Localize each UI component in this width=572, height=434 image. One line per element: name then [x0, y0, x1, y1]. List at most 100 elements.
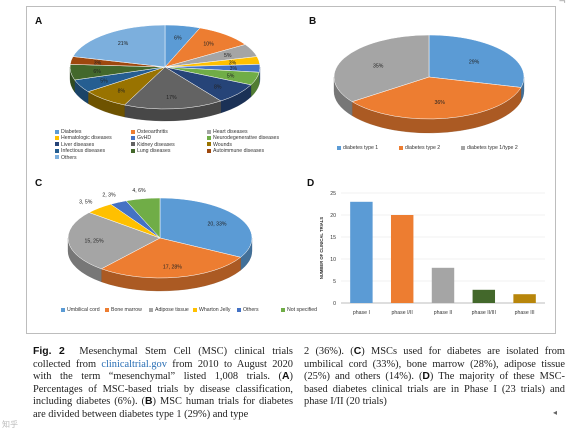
legend-item-diabetes: Diabetes: [55, 129, 81, 136]
bar-phase-i-ii: [390, 215, 414, 303]
legend-swatch: [131, 142, 135, 147]
pie-label-kidney-diseases: 17%: [166, 95, 177, 101]
legend-swatch: [207, 142, 211, 147]
bar-chart-d: 0 5 10 15 20 25 NUMBER OF CLINICAL TRIALS phase…: [319, 191, 545, 316]
pie-label-liver-diseases: 8%: [214, 84, 222, 90]
pie-chart-c: 20, 33% 17, 28% 15, 25% 3, 5% 2, 3% 4, 6%: [67, 188, 253, 292]
legend-item-kidney-diseases: Kidney diseases: [131, 142, 175, 149]
panel-b: B 29% 36% 35% diabetes type 1 diabetes type…: [297, 7, 555, 169]
pie-label-hematologic-diseases: 3%: [229, 60, 237, 66]
legend-swatch: [55, 142, 59, 147]
pie-slice-diabetes-type-1-type-2: [333, 34, 430, 102]
legend-swatch: [461, 145, 465, 150]
pie-chart-a: 6%10%5%3%3%5%8%17%8%5%6%3%21%: [69, 24, 261, 122]
legend-label: Not specified: [287, 307, 317, 313]
pie-slice-diabetes-type-2: [351, 76, 522, 120]
x-tick-label: phase I: [353, 310, 370, 316]
watermark: 知乎: [2, 420, 18, 429]
pie-label-diabetes-type-1: 29%: [469, 60, 480, 66]
legend-label: Others: [61, 154, 77, 161]
caption-letter-c: C: [353, 346, 362, 357]
legend-swatch: [399, 145, 403, 150]
legend-swatch: [207, 129, 211, 134]
pie-label-wounds: 8%: [118, 88, 126, 94]
legend-label: Kidney diseases: [137, 141, 175, 148]
y-tick-label: 0: [333, 301, 336, 307]
caption-letter-b: B: [145, 396, 153, 408]
bar-phase-ii: [431, 267, 455, 303]
legend-item-not-specified: Not specified: [281, 307, 317, 314]
pie-label-gvhd: 3%: [230, 66, 238, 72]
legend-item-autoimmune-diseases: Autoimmune diseases: [207, 148, 264, 155]
legend-item-diabetes-type-1-type-2: diabetes type 1/type 2: [461, 145, 518, 152]
pie-slice-adipose-tissue: [67, 212, 161, 270]
panel-d: D 0 5 10 15 20 25 NUMBER OF CLINICAL TRIALS pha…: [297, 171, 555, 333]
legend-label: diabetes type 1: [343, 145, 379, 151]
caption-text-2: from 2010 to August 2020 with the term “…: [33, 358, 293, 383]
pie-label-osteoarthritis: 10%: [203, 42, 214, 48]
panel-letter-c: C: [35, 178, 43, 189]
legend-swatch: [149, 307, 153, 312]
bar-phase-ii-iii: [472, 289, 496, 303]
legend-label: Hematologic diseases: [61, 135, 112, 142]
legend-item-adipose-tissue: Adipose tissue: [149, 307, 189, 314]
legend-label: Lung diseases: [137, 148, 171, 155]
panel-a: A 6% 10% 5% 3% 3% 5% 8% 17% 8% 5% 6% 3% 21% Diabetes…: [27, 7, 297, 169]
bar-phase-iii: [513, 294, 536, 303]
legend-item-infectious-diseases: Infectious diseases: [55, 148, 105, 155]
legend-label: Liver diseases: [61, 141, 95, 148]
panel-letter-d: D: [307, 178, 315, 189]
figure-caption-right: 2 (36%). (C) MSCs used for diabetes are …: [304, 346, 565, 409]
pie-slice-others: [72, 24, 166, 68]
legend-label: Diabetes: [61, 129, 82, 135]
pie-slice-bone-marrow: [100, 237, 242, 279]
legend-item-wharton-jelly: Wharton Jelly: [193, 307, 230, 314]
y-tick-label: 25: [330, 191, 336, 197]
y-tick-label: 20: [330, 213, 336, 219]
legend-item-bone-marrow: Bone marrow: [105, 307, 142, 314]
legend-swatch: [281, 307, 285, 312]
corner-mark: ¬: [558, 0, 566, 7]
pie-label-diabetes: 6%: [174, 35, 182, 41]
legend-item-neurodegenerative-diseases: Neurodegenerative diseases: [207, 135, 279, 142]
caption-text-6: ) MSCs used for diabetes are isolated fr…: [304, 346, 566, 383]
legend-item-lung-diseases: Lung diseases: [131, 148, 170, 155]
y-tick-label: 15: [330, 235, 336, 241]
x-tick-label: phase III: [515, 310, 535, 316]
panel-letter-a: A: [35, 16, 43, 27]
legend-swatch: [55, 129, 59, 134]
pie-label-diabetes-type-1-type-2: 35%: [373, 64, 384, 70]
legend-swatch: [55, 136, 59, 141]
legend-item-others: Others: [55, 155, 77, 162]
legend-swatch: [131, 148, 135, 153]
pie-label-lung-diseases: 6%: [93, 69, 101, 75]
figure-caption-left: Fig. 2 Mesenchymal Stem Cell (MSC) clini…: [33, 346, 293, 422]
panel-letter-b: B: [309, 16, 317, 27]
x-tick-label: phase II/III: [472, 310, 496, 316]
legend-label: Autoimmune diseases: [213, 148, 265, 155]
legend-label: Infectious diseases: [61, 148, 106, 155]
bar-phase-i: [350, 201, 373, 303]
pie-label-not-specified: 4, 6%: [132, 188, 146, 194]
caption-letter-d: D: [422, 371, 430, 383]
pie-slice-not-specified: [125, 197, 161, 239]
legend-item-diabetes-type-1: diabetes type 1: [337, 145, 378, 152]
legend-swatch: [337, 145, 341, 150]
legend-swatch: [237, 307, 241, 312]
pie-slice-kidney-diseases: [124, 66, 222, 110]
pie-label-adipose-tissue: 15, 25%: [85, 239, 104, 245]
pie-slice-diabetes-type-1: [428, 34, 525, 88]
legend-swatch: [55, 155, 59, 160]
clinicaltrial-link[interactable]: clinicaltrial.gov: [101, 358, 167, 370]
legend-swatch: [193, 307, 197, 312]
legend-label: diabetes type 2: [405, 145, 441, 151]
legend-item-liver-diseases: Liver diseases: [55, 142, 94, 149]
pie-label-umbilical-cord: 20, 33%: [207, 221, 226, 227]
panel-c: C 20, 33% 17, 28% 15, 25% 3, 5% 2, 3% 4, 6% U…: [27, 171, 317, 333]
legend-swatch: [207, 136, 211, 141]
caption-text-1: Mesenchymal Stem Cell (MSC) clinical tri…: [33, 346, 293, 370]
y-tick-label: 5: [333, 279, 336, 285]
side-arrow-icon[interactable]: ◂: [553, 408, 558, 417]
legend-item-others: Others: [237, 307, 259, 314]
pie-label-bone-marrow: 17, 28%: [163, 264, 182, 270]
